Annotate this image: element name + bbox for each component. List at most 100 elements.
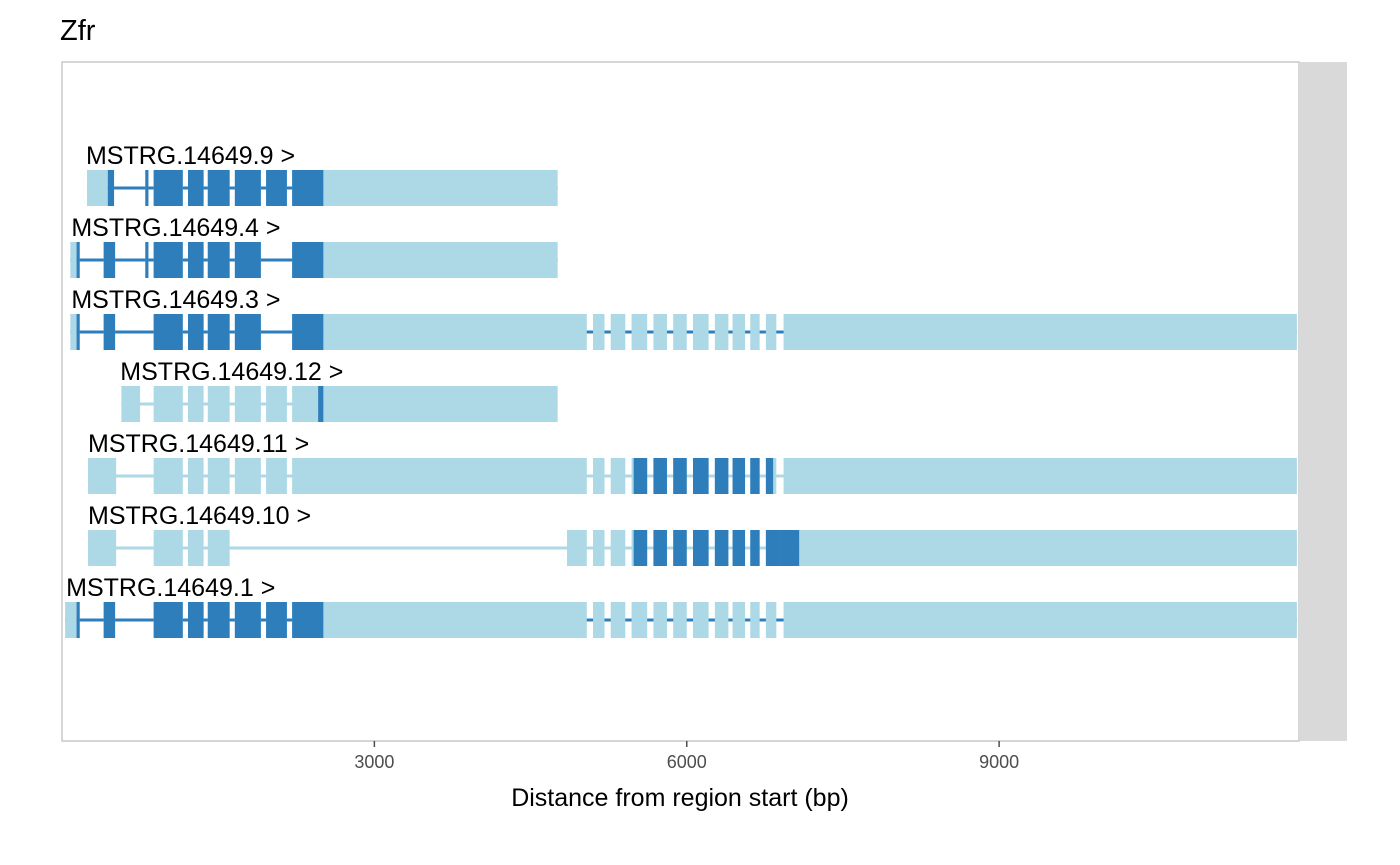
cds-bar <box>234 170 261 206</box>
cds-bar <box>292 242 324 278</box>
exon-bar <box>799 530 1297 566</box>
transcript-MSTRG-14649-4: MSTRG.14649.4 > <box>70 214 558 278</box>
transcript-label: MSTRG.14649.9 > <box>86 142 295 170</box>
cds-bar <box>153 314 183 350</box>
exon-bar <box>234 386 261 422</box>
x-axis: 3000 6000 9000 <box>354 741 1019 772</box>
cds-bar <box>76 242 80 278</box>
exon-bar <box>692 314 709 350</box>
exon-bar <box>153 530 183 566</box>
cds-bar <box>103 242 116 278</box>
cds-bar <box>673 530 687 566</box>
exon-bar <box>631 530 634 566</box>
transcript-label: MSTRG.14649.1 > <box>66 574 275 602</box>
exon-bar <box>323 314 587 350</box>
exon-bar <box>610 530 626 566</box>
exon-bar <box>750 314 760 350</box>
exon-bar <box>292 458 587 494</box>
cds-bar <box>145 242 149 278</box>
exon-bar <box>732 314 746 350</box>
cds-bar <box>732 530 746 566</box>
exon-bar <box>593 530 605 566</box>
exon-bar <box>234 458 261 494</box>
exon-bar <box>714 314 729 350</box>
cds-bar <box>673 458 687 494</box>
cds-bar <box>76 602 80 638</box>
transcript-MSTRG-14649-3: MSTRG.14649.3 > <box>70 286 1297 350</box>
exon-bar <box>610 314 626 350</box>
exon-bar <box>207 530 230 566</box>
cds-bar <box>234 242 261 278</box>
exon-bar <box>631 458 634 494</box>
cds-bar <box>207 170 230 206</box>
cds-bar <box>76 314 80 350</box>
exon-bar <box>65 602 77 638</box>
cds-bar <box>153 242 183 278</box>
cds-bar <box>187 170 204 206</box>
cds-bar <box>187 314 204 350</box>
cds-bar <box>234 602 261 638</box>
cds-bar <box>153 602 183 638</box>
exon-bar <box>750 602 760 638</box>
exon-bar <box>593 602 605 638</box>
exon-bar <box>673 314 687 350</box>
transcript-label: MSTRG.14649.12 > <box>120 358 343 386</box>
cds-bar <box>103 314 116 350</box>
cds-bar <box>765 458 774 494</box>
exon-bar <box>593 314 605 350</box>
exon-bar <box>207 386 230 422</box>
exon-bar <box>653 602 667 638</box>
cds-bar <box>653 530 667 566</box>
cds-bar <box>750 530 760 566</box>
cds-bar <box>732 458 746 494</box>
cds-bar <box>714 458 729 494</box>
x-tick-label: 6000 <box>667 752 707 772</box>
exon-bar <box>187 530 204 566</box>
transcript-label: MSTRG.14649.10 > <box>88 502 311 530</box>
transcript-MSTRG-14649-12: MSTRG.14649.12 > <box>120 358 558 422</box>
cds-bar <box>187 602 204 638</box>
exon-bar <box>153 386 183 422</box>
cds-bar <box>292 170 324 206</box>
cds-bar <box>145 170 149 206</box>
exon-bar <box>783 458 1297 494</box>
exon-bar <box>773 458 777 494</box>
exon-bar <box>783 314 1297 350</box>
transcript-label: MSTRG.14649.11 > <box>88 430 309 458</box>
exon-bar <box>631 314 648 350</box>
exon-bar <box>567 530 587 566</box>
exon-bar <box>714 602 729 638</box>
transcript-MSTRG-14649-1: MSTRG.14649.1 > <box>65 574 1297 638</box>
cds-bar <box>207 314 230 350</box>
cds-bar <box>750 458 760 494</box>
x-tick-label: 3000 <box>354 752 394 772</box>
cds-bar <box>653 458 667 494</box>
cds-bar <box>692 530 709 566</box>
exon-bar <box>783 602 1297 638</box>
transcript-MSTRG-14649-10: MSTRG.14649.10 > <box>88 502 1297 566</box>
cds-bar <box>103 602 116 638</box>
exon-bar <box>323 386 558 422</box>
cds-bar <box>107 170 115 206</box>
exon-bar <box>88 458 117 494</box>
exon-bar <box>765 314 777 350</box>
cds-bar <box>207 602 230 638</box>
cds-bar <box>765 530 781 566</box>
cds-bar <box>292 602 324 638</box>
transcript-tracks: MSTRG.14649.9 > MSTRG.14649.4 > MSTRG.1464… <box>65 142 1297 638</box>
exon-bar <box>266 386 287 422</box>
chart-title: Zfr <box>60 15 96 47</box>
exon-bar <box>653 314 667 350</box>
cds-bar <box>207 242 230 278</box>
cds-bar <box>692 458 709 494</box>
exon-bar <box>88 530 117 566</box>
cds-bar <box>266 170 287 206</box>
exon-bar <box>86 170 108 206</box>
x-axis-title: Distance from region start (bp) <box>511 784 849 812</box>
cds-bar <box>266 602 287 638</box>
cds-bar <box>292 314 324 350</box>
exon-bar <box>732 602 746 638</box>
cds-bar <box>780 530 800 566</box>
facet-strip <box>1299 62 1347 741</box>
